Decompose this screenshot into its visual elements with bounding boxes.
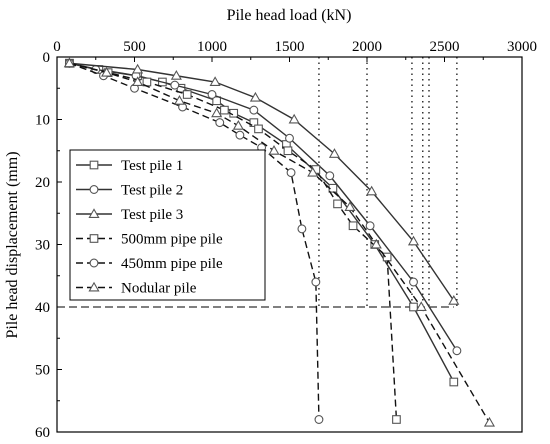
legend-marker [89,258,99,268]
series-line [69,62,320,420]
series-line [69,62,491,423]
y-axis-title: Pile head displacement (mm) [4,151,21,338]
series-line [69,62,455,302]
x-tick-label: 2000 [352,39,382,55]
data-point [448,295,460,305]
data-point [407,235,420,246]
data-point [63,57,75,68]
series-layer [63,57,496,427]
data-point [209,76,221,86]
legend-marker [88,281,100,292]
y-tick-label: 60 [35,425,50,441]
data-point [314,415,324,424]
data-point [254,124,263,134]
series-450mm-pipe-pile [64,58,324,424]
data-point [249,118,259,127]
legend-label: Test pile 1 [121,158,183,174]
data-point [211,107,223,118]
data-point [311,277,321,287]
data-point [173,95,186,105]
legend-marker [89,234,99,243]
legend-label: Test pile 2 [121,183,183,199]
reference-lines [57,57,458,308]
axes: 0 500 1000 1500 2000 2500 3000 0 10 20 30 40 50 60 [35,39,537,441]
data-point [328,148,341,158]
data-point [333,199,342,209]
series-nodular-pile [63,57,496,427]
data-point [286,168,296,178]
data-point [182,90,192,99]
legend-label: Test pile 3 [121,207,183,223]
data-point [382,252,392,262]
data-point [249,105,259,115]
data-point [101,66,113,77]
data-point [392,415,401,424]
data-point [297,224,307,234]
data-point [409,277,418,287]
data-point [268,145,280,155]
x-tick-label: 1000 [197,39,227,55]
legend: Test pile 1 Test pile 2 Test pile 3 500mm p… [69,149,266,301]
data-point [409,302,418,312]
data-point [366,185,378,196]
data-point [325,171,335,181]
y-tick-label: 50 [35,363,50,379]
data-point [285,133,294,143]
legend-marker [89,185,99,194]
data-point [452,346,462,356]
x-tick-label: 2500 [430,39,460,55]
series-test-pile-2 [64,58,462,356]
data-point [348,221,358,231]
legend-marker [89,160,99,170]
x-tick-label: 500 [123,39,146,55]
data-point [288,113,300,124]
data-point [170,80,180,90]
y-tick-label: 40 [35,300,50,316]
data-point [483,416,496,427]
y-tick-label: 30 [35,238,50,254]
data-point [415,301,427,311]
data-point [249,91,261,102]
y-tick-label: 20 [35,175,50,191]
legend-label: Nodular pile [121,281,197,297]
x-tick-label: 1500 [275,39,305,55]
data-point [215,118,225,128]
x-tick-label: 0 [53,39,61,55]
data-point [370,238,382,249]
data-point [232,120,244,130]
x-tick-label: 3000 [507,39,537,55]
data-point [207,90,217,99]
data-point [344,201,356,211]
legend-box [69,149,266,301]
data-point [307,166,319,177]
data-point [132,76,144,86]
data-point [220,105,229,115]
data-point [235,130,245,140]
legend-marker [88,208,100,218]
legend-label: 500mm pipe pile [121,232,223,248]
series-line [69,62,398,420]
y-tick-label: 0 [43,50,51,66]
legend-label: 450mm pipe pile [121,256,223,272]
data-point [283,146,293,156]
data-point [365,221,375,231]
data-point [132,63,144,74]
y-tick-label: 10 [35,113,50,129]
data-point [449,377,459,387]
data-point [170,70,182,80]
x-axis-title: Pile head load (kN) [227,7,352,24]
